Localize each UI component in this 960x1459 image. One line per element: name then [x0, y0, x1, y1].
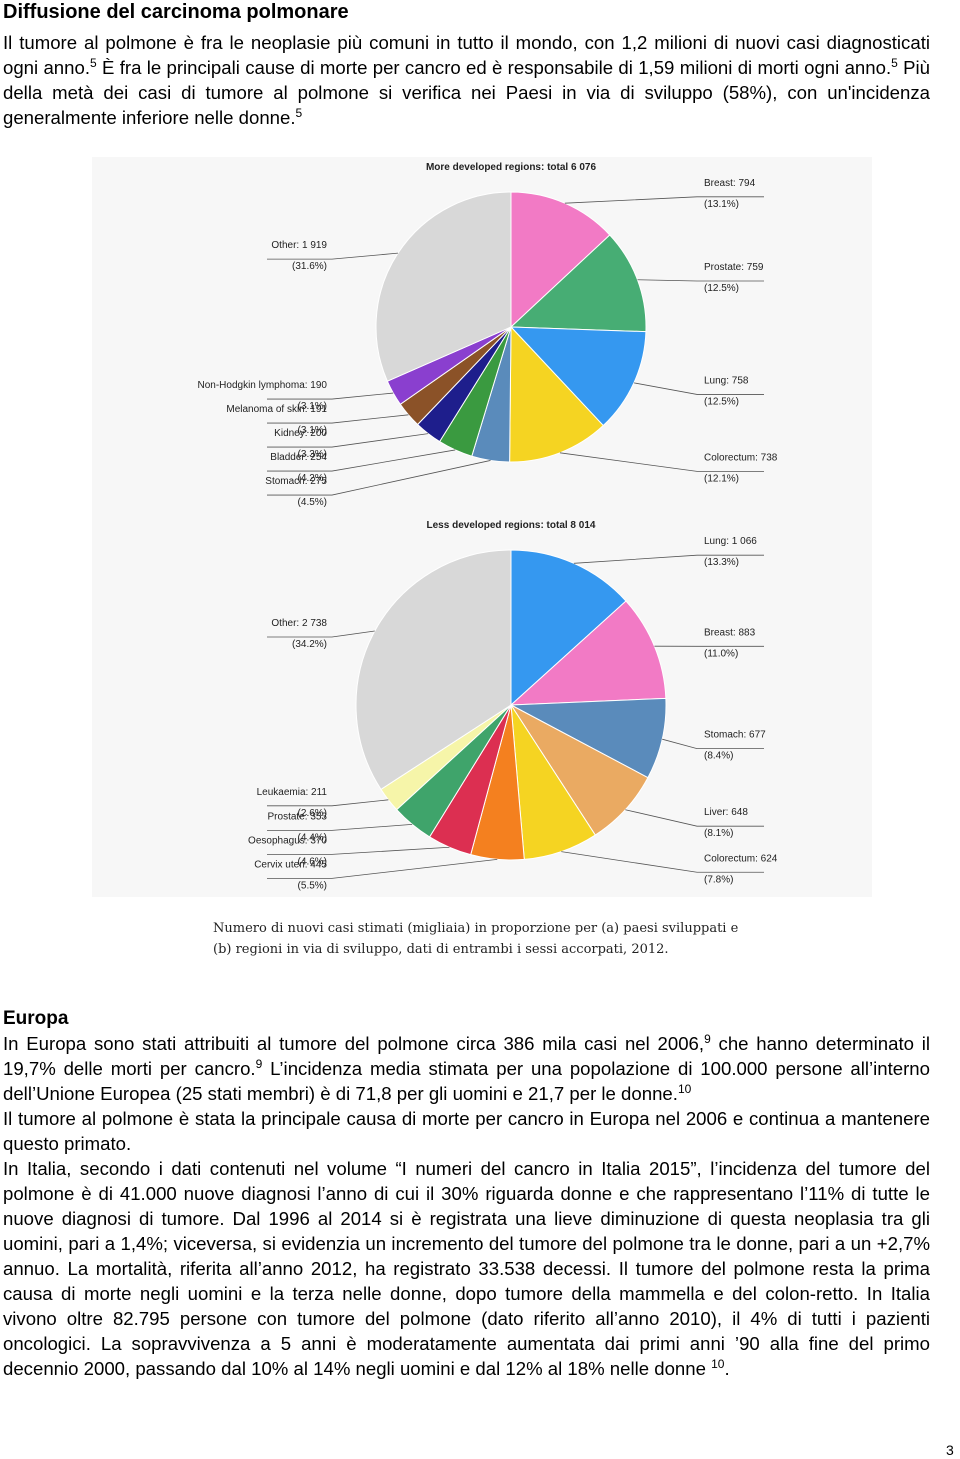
slice-label: Other: 1 919 — [271, 240, 327, 251]
slice-percent: (12.5%) — [704, 396, 739, 407]
footnote-ref: 10 — [711, 1356, 725, 1371]
slice-label: Melanoma of skin: 191 — [226, 404, 327, 415]
text-run: Il tumore al polmone è stata la principa… — [3, 1108, 930, 1154]
pie-slice — [510, 549, 627, 707]
slice-percent: (31.6%) — [292, 261, 327, 272]
slice-percent: (13.3%) — [704, 557, 739, 568]
slice-label: Prostate: 353 — [268, 811, 328, 822]
text-run: . — [724, 1358, 730, 1379]
paragraph: In Europa sono stati attribuiti al tumor… — [3, 1031, 930, 1106]
pie-slice — [509, 600, 667, 706]
slice-label: Liver: 648 — [704, 807, 748, 818]
text-run: Il tumore al polmone è fra le neoplasie … — [3, 32, 930, 78]
slice-percent: (34.2%) — [292, 639, 327, 650]
leader-line — [267, 460, 491, 496]
figure: More developed regions: total 6 076 Breas… — [92, 157, 872, 897]
slice-label: Lung: 1 066 — [704, 536, 757, 547]
leader-line — [267, 392, 394, 400]
leader-line — [267, 846, 450, 855]
slice-percent: (8.4%) — [704, 751, 733, 762]
chart-title: More developed regions: total 6 076 — [426, 162, 596, 173]
slice-percent: (7.8%) — [704, 874, 733, 885]
slice-percent: (5.5%) — [298, 880, 327, 891]
footnote-ref: 9 — [255, 1056, 263, 1071]
section-body: In Europa sono stati attribuiti al tumor… — [3, 1031, 930, 1381]
slice-percent: (3.1%) — [298, 425, 327, 436]
footnote-ref: 5 — [295, 105, 303, 120]
text-run: Più della metà dei casi di tumore al pol… — [3, 57, 930, 128]
leader-line — [267, 799, 389, 807]
leader-line — [267, 630, 375, 638]
slice-label: Breast: 883 — [704, 627, 756, 638]
slice-label: Other: 2 738 — [271, 618, 327, 629]
paragraph: Il tumore al polmone è stata la principa… — [3, 1106, 930, 1156]
pie-slice — [509, 234, 647, 333]
leader-line — [564, 196, 764, 204]
leader-line — [662, 738, 764, 750]
slice-label: Lung: 758 — [704, 375, 749, 386]
footnote-ref: 5 — [90, 55, 97, 70]
pie-slice — [509, 326, 647, 427]
slice-percent: (8.1%) — [704, 828, 733, 839]
section-heading: Europa — [3, 1008, 69, 1029]
footnote-ref: 9 — [704, 1031, 711, 1046]
slice-percent: (4.2%) — [298, 473, 327, 484]
pie-slice — [355, 549, 512, 791]
slice-percent: (12.5%) — [704, 283, 739, 294]
leader-line — [267, 414, 409, 424]
slice-label: Bladder: 254 — [270, 452, 327, 463]
text-run: In Italia, secondo i dati contenuti nel … — [3, 1158, 930, 1379]
slice-label: Non-Hodgkin lymphoma: 190 — [197, 380, 327, 391]
leader-line — [267, 824, 413, 831]
text-run: È fra le principali cause di morte per c… — [96, 57, 892, 78]
slice-percent: (11.0%) — [704, 648, 738, 659]
leader-line — [267, 252, 399, 260]
leader-line — [625, 809, 764, 827]
leader-line — [633, 382, 764, 395]
leader-line — [573, 554, 764, 564]
slice-percent: (2.6%) — [298, 808, 327, 819]
slice-percent: (12.1%) — [704, 473, 739, 484]
figure-caption: Numero di nuovi casi stimati (migliaia) … — [213, 921, 739, 957]
leader-line — [267, 449, 456, 472]
leader-line — [561, 851, 764, 873]
slice-label: Kidney: 200 — [274, 428, 327, 439]
slice-percent: (3.1%) — [298, 401, 327, 412]
slice-label: Colorectum: 738 — [704, 452, 778, 463]
page-title: Diffusione del carcinoma polmonare — [3, 1, 349, 23]
leader-line — [637, 279, 764, 282]
text-run: In Europa sono stati attribuiti al tumor… — [3, 1033, 705, 1054]
text-run: che hanno determinato il 19,7% delle mor… — [3, 1033, 930, 1079]
pie-slice — [509, 325, 604, 463]
slice-label: Prostate: 759 — [704, 262, 764, 273]
chart-title: Less developed regions: total 8 014 — [427, 520, 596, 531]
slice-percent: (4.6%) — [298, 856, 327, 867]
footnote-ref: 5 — [891, 55, 898, 70]
slice-label: Breast: 794 — [704, 178, 756, 189]
leader-line — [267, 858, 498, 879]
slice-label: Stomach: 677 — [704, 730, 766, 741]
slice-label: Leukaemia: 211 — [257, 787, 328, 798]
slice-percent: (13.1%) — [704, 199, 739, 210]
slice-label: Oesophagus: 370 — [248, 835, 327, 846]
footnote-ref: 10 — [677, 1081, 692, 1096]
slice-percent: (4.5%) — [298, 497, 327, 508]
slice-label: Cervix uteri: 445 — [254, 859, 327, 870]
page-number: 3 — [946, 1442, 954, 1458]
slice-percent: (4.4%) — [298, 832, 327, 843]
paragraph: In Italia, secondo i dati contenuti nel … — [3, 1156, 930, 1381]
slice-percent: (3.3%) — [298, 449, 327, 460]
leader-line — [267, 433, 429, 448]
text-run: L’incidenza media stimata per una popola… — [3, 1058, 930, 1104]
intro-paragraph: Il tumore al polmone è fra le neoplasie … — [3, 30, 930, 130]
slice-label: Colorectum: 624 — [704, 853, 778, 864]
slice-label: Stomach: 275 — [265, 476, 327, 487]
leader-line — [559, 452, 764, 472]
